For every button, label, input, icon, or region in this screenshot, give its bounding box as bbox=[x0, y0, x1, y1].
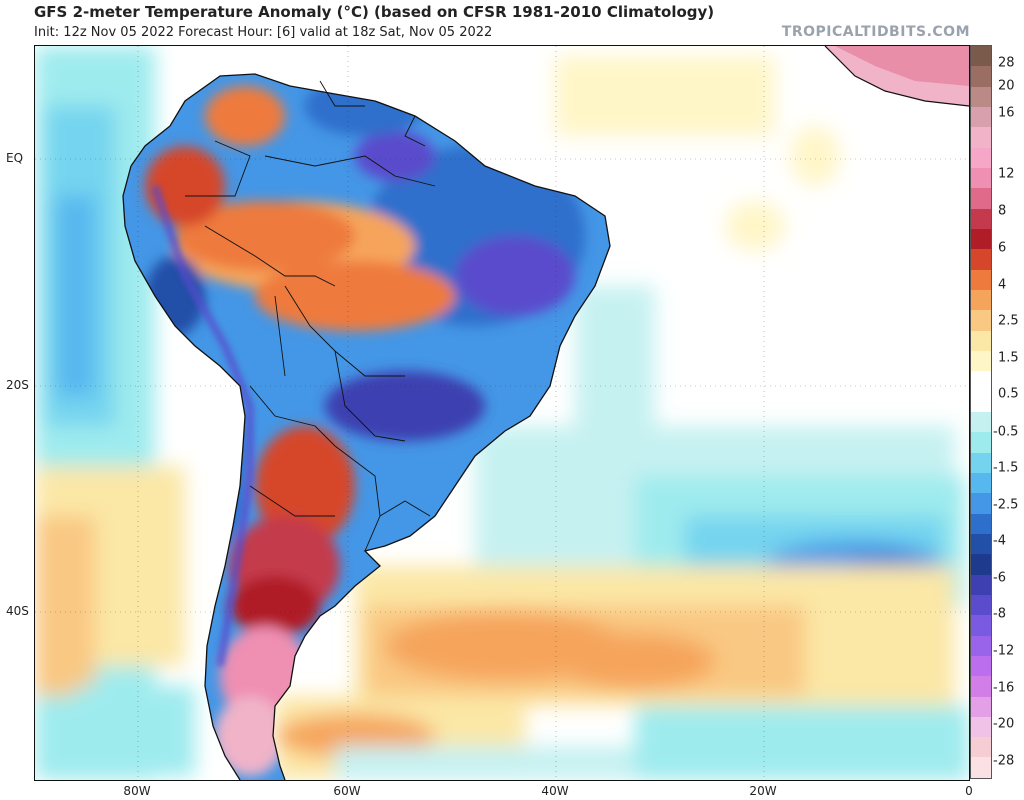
colorbar-segment bbox=[971, 635, 991, 656]
colorbar-segment bbox=[971, 513, 991, 534]
colorbar-label: -1.5 bbox=[993, 460, 1019, 476]
colorbar-segment bbox=[971, 716, 991, 738]
source-watermark: TROPICALTIDBITS.COM bbox=[781, 24, 970, 40]
colorbar-segment bbox=[971, 594, 991, 616]
colorbar-segment bbox=[971, 46, 991, 67]
colorbar-segment bbox=[971, 757, 991, 778]
anomaly-map bbox=[34, 45, 970, 781]
colorbar-segment bbox=[971, 371, 991, 392]
colorbar-segment bbox=[971, 330, 991, 351]
colorbar-segment bbox=[971, 350, 991, 372]
colorbar-label: -0.5 bbox=[993, 424, 1019, 440]
graticule bbox=[35, 46, 969, 780]
colorbar-segment bbox=[971, 249, 991, 270]
map-title: GFS 2-meter Temperature Anomaly (°C) (ba… bbox=[34, 3, 715, 21]
colorbar-segment bbox=[971, 391, 991, 412]
colorbar-label: -8 bbox=[993, 606, 1006, 622]
colorbar-segment bbox=[971, 411, 991, 433]
colorbar-label: 2.5 bbox=[998, 313, 1019, 329]
colorbar-segment bbox=[971, 208, 991, 229]
lon-label-80w: 80W bbox=[123, 784, 151, 798]
colorbar-segment bbox=[971, 86, 991, 107]
colorbar-segment bbox=[971, 472, 991, 494]
colorbar-label: 6 bbox=[998, 240, 1007, 256]
colorbar-label: 16 bbox=[998, 105, 1015, 121]
colorbar-segment bbox=[971, 269, 991, 290]
colorbar-segment bbox=[971, 228, 991, 250]
colorbar-segment bbox=[971, 737, 991, 758]
africa-coast bbox=[824, 46, 969, 107]
lon-label-40w: 40W bbox=[541, 784, 569, 798]
lon-label-0: 0 bbox=[965, 784, 973, 798]
colorbar-segment bbox=[971, 147, 991, 168]
colorbar-label: -4 bbox=[993, 533, 1006, 549]
colorbar-segment bbox=[971, 655, 991, 677]
colorbar-segment bbox=[971, 167, 991, 189]
colorbar-segment bbox=[971, 676, 991, 697]
colorbar-label: 1.5 bbox=[998, 350, 1019, 366]
colorbar-label: 28 bbox=[998, 55, 1015, 71]
colorbar-segment bbox=[971, 310, 991, 331]
colorbar-label: -6 bbox=[993, 570, 1006, 586]
colorbar-segment bbox=[971, 188, 991, 209]
colorbar-segment bbox=[971, 696, 991, 717]
colorbar-label: -20 bbox=[993, 716, 1015, 732]
colorbar-label: 4 bbox=[998, 277, 1007, 293]
colorbar-segment bbox=[971, 66, 991, 87]
colorbar-segment bbox=[971, 533, 991, 555]
colorbar-segment bbox=[971, 554, 991, 575]
colorbar-segment bbox=[971, 615, 991, 636]
colorbar-segment bbox=[971, 106, 991, 128]
colorbar-segment bbox=[971, 574, 991, 595]
colorbar-segment bbox=[971, 127, 991, 148]
lon-label-20w: 20W bbox=[749, 784, 777, 798]
lon-label-60w: 60W bbox=[333, 784, 361, 798]
colorbar-label: -28 bbox=[993, 753, 1015, 769]
colorbar-label: 20 bbox=[998, 78, 1015, 94]
colorbar-label: 0.5 bbox=[998, 386, 1019, 402]
lat-label-20s: 20S bbox=[6, 378, 29, 392]
colorbar-label: 12 bbox=[998, 166, 1015, 182]
colorbar-label: -12 bbox=[993, 643, 1015, 659]
colorbar-segment bbox=[971, 289, 991, 311]
lat-label-eq: EQ bbox=[6, 151, 24, 165]
lat-label-40s: 40S bbox=[6, 604, 29, 618]
map-canvas bbox=[35, 46, 969, 780]
atlantic-anomaly bbox=[275, 56, 969, 780]
forecast-info: Init: 12z Nov 05 2022 Forecast Hour: [6]… bbox=[34, 25, 493, 40]
colorbar-segment bbox=[971, 452, 991, 473]
country-borders bbox=[185, 80, 436, 552]
colorbar-label: -2.5 bbox=[993, 497, 1019, 513]
colorbar bbox=[970, 45, 992, 779]
colorbar-label: 8 bbox=[998, 203, 1007, 219]
colorbar-segment bbox=[971, 432, 991, 453]
colorbar-label: -16 bbox=[993, 680, 1015, 696]
colorbar-segment bbox=[971, 493, 991, 514]
